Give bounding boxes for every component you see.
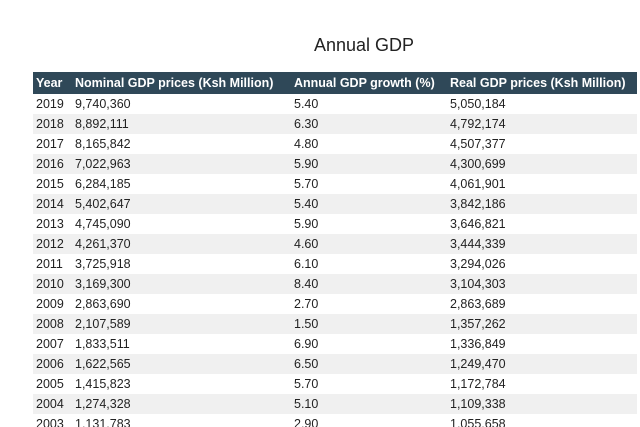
- cell-nominal-gdp: 1,622,565: [72, 354, 291, 374]
- cell-year: 2011: [33, 254, 72, 274]
- table-row: 2014 5,402,647 5.40 3,842,186: [33, 194, 637, 214]
- table-row: 2009 2,863,690 2.70 2,863,689: [33, 294, 637, 314]
- table-row: 2017 8,165,842 4.80 4,507,377: [33, 134, 637, 154]
- cell-year: 2017: [33, 134, 72, 154]
- cell-nominal-gdp: 1,415,823: [72, 374, 291, 394]
- cell-year: 2018: [33, 114, 72, 134]
- table-row: 2006 1,622,565 6.50 1,249,470: [33, 354, 637, 374]
- table-body: 2019 9,740,360 5.40 5,050,184 2018 8,892,111 6…: [33, 94, 637, 427]
- cell-gdp-growth: 5.90: [291, 154, 447, 174]
- cell-year: 2005: [33, 374, 72, 394]
- gdp-table: Year Nominal GDP prices (Ksh Million) An…: [33, 72, 637, 427]
- cell-nominal-gdp: 7,022,963: [72, 154, 291, 174]
- cell-real-gdp: 3,842,186: [447, 194, 637, 214]
- cell-gdp-growth: 6.30: [291, 114, 447, 134]
- cell-gdp-growth: 2.90: [291, 414, 447, 427]
- cell-year: 2008: [33, 314, 72, 334]
- cell-real-gdp: 3,294,026: [447, 254, 637, 274]
- cell-real-gdp: 2,863,689: [447, 294, 637, 314]
- cell-gdp-growth: 2.70: [291, 294, 447, 314]
- cell-gdp-growth: 6.90: [291, 334, 447, 354]
- cell-gdp-growth: 4.60: [291, 234, 447, 254]
- cell-nominal-gdp: 4,745,090: [72, 214, 291, 234]
- cell-year: 2003: [33, 414, 72, 427]
- cell-nominal-gdp: 1,833,511: [72, 334, 291, 354]
- cell-gdp-growth: 5.70: [291, 374, 447, 394]
- cell-gdp-growth: 5.40: [291, 94, 447, 114]
- cell-gdp-growth: 6.50: [291, 354, 447, 374]
- cell-real-gdp: 4,061,901: [447, 174, 637, 194]
- header-row: Year Nominal GDP prices (Ksh Million) An…: [33, 72, 637, 94]
- cell-real-gdp: 3,444,339: [447, 234, 637, 254]
- cell-real-gdp: 1,109,338: [447, 394, 637, 414]
- cell-nominal-gdp: 8,165,842: [72, 134, 291, 154]
- cell-year: 2013: [33, 214, 72, 234]
- table-row: 2011 3,725,918 6.10 3,294,026: [33, 254, 637, 274]
- table-row: 2010 3,169,300 8.40 3,104,303: [33, 274, 637, 294]
- cell-year: 2016: [33, 154, 72, 174]
- table-row: 2016 7,022,963 5.90 4,300,699: [33, 154, 637, 174]
- cell-gdp-growth: 4.80: [291, 134, 447, 154]
- table-row: 2003 1,131,783 2.90 1,055,658: [33, 414, 637, 427]
- cell-year: 2015: [33, 174, 72, 194]
- cell-real-gdp: 1,172,784: [447, 374, 637, 394]
- table-row: 2007 1,833,511 6.90 1,336,849: [33, 334, 637, 354]
- cell-year: 2004: [33, 394, 72, 414]
- cell-year: 2019: [33, 94, 72, 114]
- cell-nominal-gdp: 6,284,185: [72, 174, 291, 194]
- header-gdp-growth: Annual GDP growth (%): [291, 72, 447, 94]
- table-row: 2018 8,892,111 6.30 4,792,174: [33, 114, 637, 134]
- cell-real-gdp: 3,104,303: [447, 274, 637, 294]
- header-nominal-gdp: Nominal GDP prices (Ksh Million): [72, 72, 291, 94]
- cell-gdp-growth: 5.10: [291, 394, 447, 414]
- cell-real-gdp: 4,300,699: [447, 154, 637, 174]
- cell-gdp-growth: 5.40: [291, 194, 447, 214]
- table-row: 2013 4,745,090 5.90 3,646,821: [33, 214, 637, 234]
- cell-gdp-growth: 1.50: [291, 314, 447, 334]
- cell-nominal-gdp: 9,740,360: [72, 94, 291, 114]
- cell-nominal-gdp: 4,261,370: [72, 234, 291, 254]
- cell-gdp-growth: 5.90: [291, 214, 447, 234]
- cell-year: 2007: [33, 334, 72, 354]
- table-row: 2019 9,740,360 5.40 5,050,184: [33, 94, 637, 114]
- cell-year: 2010: [33, 274, 72, 294]
- cell-real-gdp: 4,792,174: [447, 114, 637, 134]
- cell-nominal-gdp: 3,725,918: [72, 254, 291, 274]
- table-row: 2008 2,107,589 1.50 1,357,262: [33, 314, 637, 334]
- cell-real-gdp: 4,507,377: [447, 134, 637, 154]
- table-row: 2005 1,415,823 5.70 1,172,784: [33, 374, 637, 394]
- header-year: Year: [33, 72, 72, 94]
- cell-real-gdp: 3,646,821: [447, 214, 637, 234]
- header-real-gdp: Real GDP prices (Ksh Million): [447, 72, 637, 94]
- cell-real-gdp: 5,050,184: [447, 94, 637, 114]
- cell-year: 2009: [33, 294, 72, 314]
- table-title: Annual GDP: [313, 35, 415, 55]
- cell-year: 2012: [33, 234, 72, 254]
- table-row: 2004 1,274,328 5.10 1,109,338: [33, 394, 637, 414]
- cell-gdp-growth: 6.10: [291, 254, 447, 274]
- table-row: 2015 6,284,185 5.70 4,061,901: [33, 174, 637, 194]
- cell-real-gdp: 1,055,658: [447, 414, 637, 427]
- table-row: 2012 4,261,370 4.60 3,444,339: [33, 234, 637, 254]
- cell-nominal-gdp: 5,402,647: [72, 194, 291, 214]
- cell-real-gdp: 1,336,849: [447, 334, 637, 354]
- cell-year: 2006: [33, 354, 72, 374]
- cell-real-gdp: 1,249,470: [447, 354, 637, 374]
- cell-nominal-gdp: 1,274,328: [72, 394, 291, 414]
- cell-nominal-gdp: 1,131,783: [72, 414, 291, 427]
- cell-nominal-gdp: 3,169,300: [72, 274, 291, 294]
- cell-year: 2014: [33, 194, 72, 214]
- cell-gdp-growth: 8.40: [291, 274, 447, 294]
- cell-nominal-gdp: 2,107,589: [72, 314, 291, 334]
- cell-real-gdp: 1,357,262: [447, 314, 637, 334]
- cell-gdp-growth: 5.70: [291, 174, 447, 194]
- cell-nominal-gdp: 8,892,111: [72, 114, 291, 134]
- cell-nominal-gdp: 2,863,690: [72, 294, 291, 314]
